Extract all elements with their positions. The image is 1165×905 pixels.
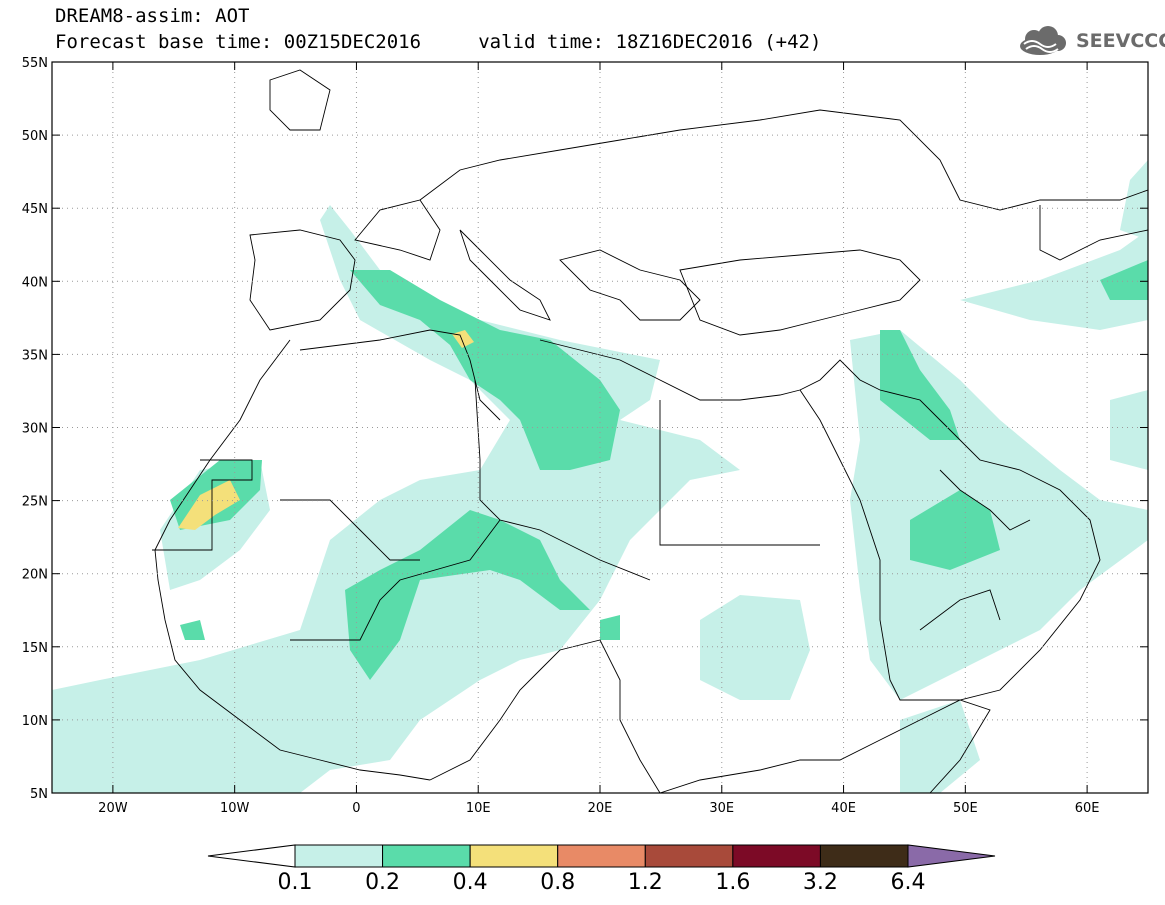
lat-tick-label: 45N [22,202,48,217]
lon-tick-label: 20E [588,801,613,816]
coastlines-and-borders [152,69,1148,793]
axis-tick-labels: 20W 10W 0 10E 20E 30E 40E 50E 60E 55N 50N 45N 40N 35N… [22,56,1100,816]
lat-tick-label: 25N [22,495,48,510]
lat-tick-label: 5N [30,787,48,802]
lat-tick-label: 15N [22,641,48,656]
colorbar-over-triangle [907,844,996,868]
lon-tick-label: 60E [1075,801,1100,816]
aot-0.1-0.2-areas [52,160,1148,793]
colorbar-bin [644,844,734,868]
logo-text: SEEVCCC [1076,30,1165,52]
lon-tick-label: 10W [220,801,250,816]
lon-tick-label: 20W [98,801,128,816]
colorbar-label: 0.1 [277,870,313,895]
colorbar-bin [294,844,384,868]
aot-contours [52,69,1148,793]
lon-tick-label: 50E [953,801,978,816]
lat-tick-label: 35N [22,348,48,363]
lon-tick-label: 30E [709,801,734,816]
lat-tick-label: 20N [22,568,48,583]
lon-tick-label: 0 [352,801,360,816]
colorbar-label: 0.4 [452,870,488,895]
colorbar-label: 6.4 [890,870,926,895]
colorbar-under-triangle [207,844,296,868]
cloud-logo-icon [1020,26,1066,55]
lon-tick-label: 10E [466,801,491,816]
colorbar-label: 0.8 [540,870,576,895]
chart-title: DREAM8-assim: AOT [55,5,250,27]
colorbar-label: 1.2 [627,870,663,895]
colorbar-bin [732,844,821,868]
lon-tick-label: 40E [831,801,856,816]
colorbar-bin [557,844,646,868]
forecast-times: Forecast base time: 00Z15DEC2016 valid t… [55,31,822,53]
lat-tick-label: 10N [22,714,48,729]
lat-tick-label: 40N [22,275,48,290]
colorbar-bin [819,844,909,868]
lat-tick-label: 50N [22,129,48,144]
colorbar-label: 0.2 [365,870,401,895]
colorbar-bin [469,844,559,868]
axis-ticks [52,61,1148,794]
gridlines [52,62,1148,793]
colorbar-label: 3.2 [802,870,838,895]
colorbar [207,844,996,868]
colorbar-bin [382,844,471,868]
colorbar-label: 1.6 [715,870,751,895]
lat-tick-label: 55N [22,56,48,71]
lat-tick-label: 30N [22,422,48,437]
